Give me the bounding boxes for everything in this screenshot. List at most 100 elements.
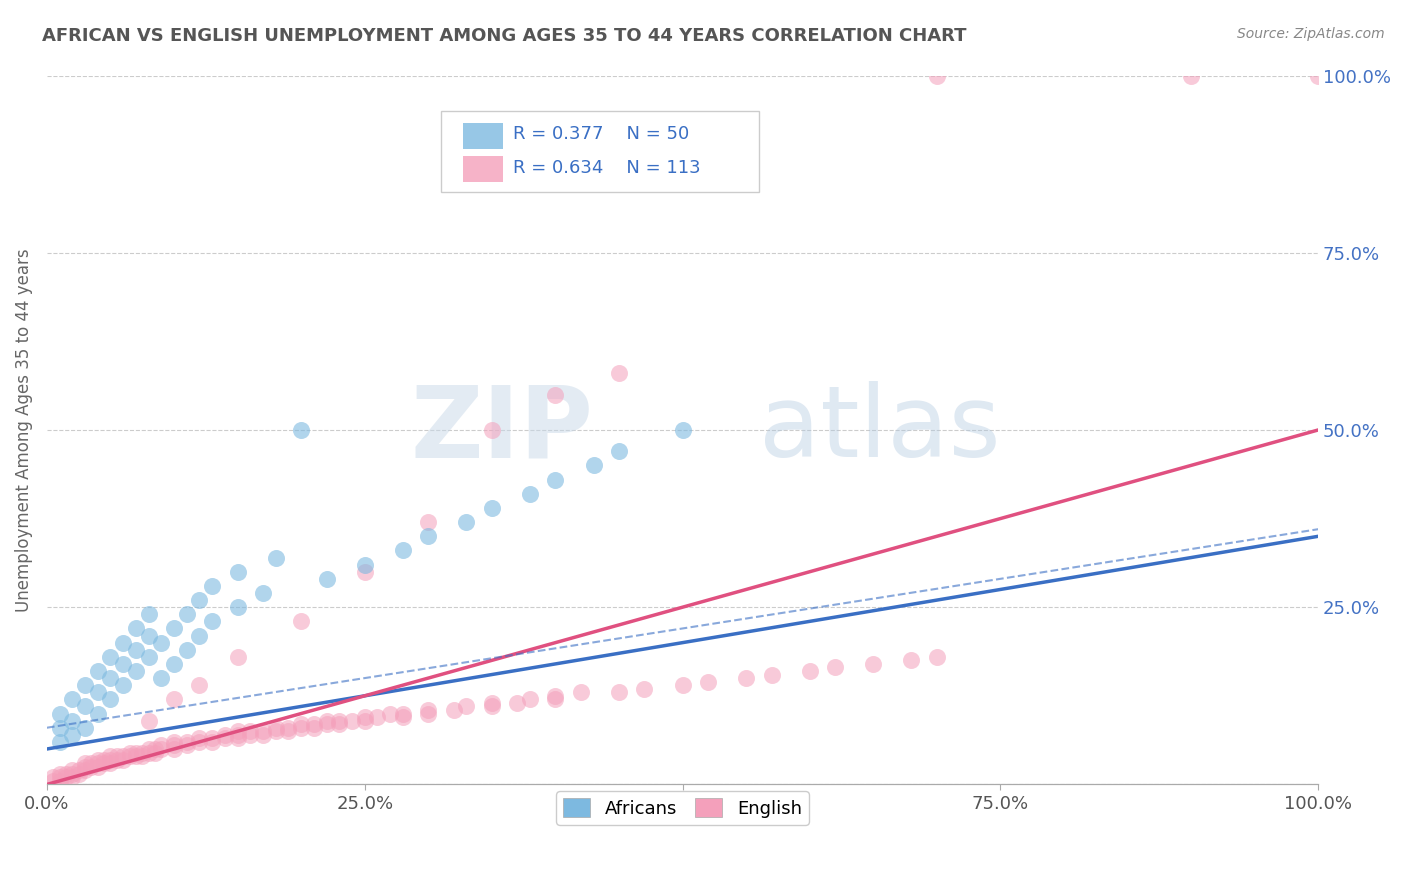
English — [138, 746, 160, 760]
English — [73, 756, 96, 771]
Text: R = 0.377    N = 50: R = 0.377 N = 50 — [513, 126, 690, 144]
English — [418, 515, 440, 529]
English — [761, 667, 783, 681]
FancyBboxPatch shape — [441, 111, 759, 193]
Africans — [112, 635, 135, 649]
Africans — [112, 657, 135, 671]
English — [176, 739, 198, 753]
Africans — [582, 458, 605, 473]
Africans — [163, 657, 186, 671]
English — [201, 735, 224, 749]
English — [42, 770, 65, 784]
Africans — [392, 543, 415, 558]
English — [163, 692, 186, 706]
English — [226, 728, 249, 742]
Legend: Africans, English: Africans, English — [555, 791, 808, 825]
English — [315, 717, 337, 731]
English — [481, 696, 503, 710]
Africans — [87, 706, 110, 721]
Africans — [48, 706, 70, 721]
Africans — [252, 586, 274, 600]
English — [443, 703, 465, 717]
English — [239, 724, 262, 739]
English — [60, 766, 83, 780]
English — [544, 689, 567, 703]
English — [201, 731, 224, 746]
English — [607, 685, 630, 699]
Africans — [264, 550, 287, 565]
Africans — [456, 515, 478, 529]
English — [226, 649, 249, 664]
English — [302, 717, 325, 731]
English — [862, 657, 884, 671]
Africans — [290, 423, 312, 437]
Africans — [226, 565, 249, 579]
English — [105, 753, 128, 767]
English — [214, 731, 236, 746]
English — [87, 756, 110, 771]
English — [226, 724, 249, 739]
English — [42, 773, 65, 788]
Africans — [150, 635, 173, 649]
Africans — [188, 593, 211, 607]
Africans — [315, 572, 337, 586]
Text: R = 0.634    N = 113: R = 0.634 N = 113 — [513, 159, 702, 177]
English — [506, 696, 529, 710]
English — [671, 678, 693, 692]
Africans — [201, 579, 224, 593]
English — [239, 728, 262, 742]
Text: atlas: atlas — [759, 382, 1001, 478]
English — [366, 710, 388, 724]
English — [290, 721, 312, 735]
Africans — [73, 699, 96, 714]
English — [481, 699, 503, 714]
Africans — [163, 622, 186, 636]
English — [188, 731, 211, 746]
English — [73, 760, 96, 774]
English — [125, 746, 148, 760]
English — [80, 760, 103, 774]
English — [353, 714, 375, 728]
English — [277, 724, 299, 739]
English — [290, 717, 312, 731]
English — [48, 770, 70, 784]
English — [328, 714, 350, 728]
Africans — [125, 664, 148, 678]
Africans — [48, 735, 70, 749]
English — [697, 674, 720, 689]
English — [340, 714, 363, 728]
English — [93, 756, 115, 771]
English — [418, 706, 440, 721]
English — [252, 724, 274, 739]
English — [277, 721, 299, 735]
Africans — [125, 622, 148, 636]
English — [392, 706, 415, 721]
English — [48, 766, 70, 780]
English — [138, 742, 160, 756]
Africans — [73, 721, 96, 735]
Africans — [87, 685, 110, 699]
English — [328, 717, 350, 731]
English — [252, 728, 274, 742]
English — [55, 766, 77, 780]
English — [1180, 69, 1202, 83]
English — [824, 660, 846, 674]
Text: Source: ZipAtlas.com: Source: ZipAtlas.com — [1237, 27, 1385, 41]
Africans — [112, 678, 135, 692]
English — [735, 671, 758, 685]
Africans — [60, 714, 83, 728]
English — [118, 749, 141, 764]
English — [143, 746, 166, 760]
English — [519, 692, 541, 706]
Africans — [100, 692, 122, 706]
English — [163, 739, 186, 753]
English — [100, 753, 122, 767]
English — [925, 69, 948, 83]
English — [456, 699, 478, 714]
English — [60, 770, 83, 784]
English — [87, 753, 110, 767]
English — [73, 764, 96, 778]
Y-axis label: Unemployment Among Ages 35 to 44 years: Unemployment Among Ages 35 to 44 years — [15, 248, 32, 612]
English — [93, 753, 115, 767]
English — [67, 766, 90, 780]
